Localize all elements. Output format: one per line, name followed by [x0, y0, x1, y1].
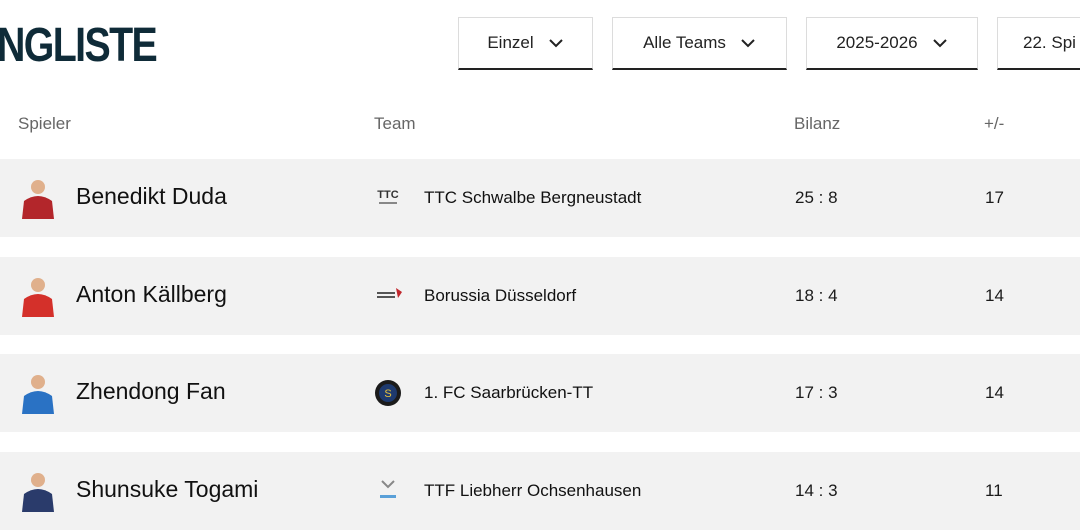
chevron-icon	[741, 39, 755, 48]
table-row[interactable]: Anton Källberg Borussia Düsseldorf 18 : 4 1…	[0, 256, 1080, 335]
record: 14 : 3	[795, 480, 838, 500]
svg-text:TTC: TTC	[377, 189, 398, 201]
record: 17 : 3	[795, 383, 838, 402]
difference: 14	[985, 383, 1004, 402]
player-name[interactable]: Benedikt Duda	[76, 183, 227, 209]
team-logo	[374, 282, 404, 315]
chevron-icon	[548, 39, 563, 48]
table-row[interactable]: Benedikt Duda TTC TTC Schwalbe Bergneustad…	[0, 159, 1080, 237]
chevron-icon	[932, 39, 947, 48]
player-avatar	[18, 372, 58, 419]
player-avatar	[18, 470, 58, 517]
player-avatar	[18, 177, 58, 224]
team-name[interactable]: Borussia Düsseldorf	[424, 285, 577, 305]
team-name[interactable]: 1. FC Saarbrücken-TT	[424, 383, 594, 402]
table-row[interactable]: Zhendong Fan S 1. FC Saarbrücken-TT 17 : 3 1…	[0, 354, 1080, 432]
filter-label: 22. Spi	[1023, 33, 1076, 52]
record: 25 : 8	[795, 188, 838, 207]
column-header: Spieler	[18, 114, 71, 133]
difference: 17	[985, 188, 1004, 207]
page-title: NGLISTE	[0, 19, 158, 72]
svg-text:S: S	[384, 388, 391, 400]
record: 18 : 4	[795, 285, 838, 305]
team-logo	[374, 477, 404, 510]
player-avatar	[18, 275, 58, 322]
team-logo: S	[374, 379, 404, 412]
filter-dropdown[interactable]: Einzel	[458, 17, 593, 70]
filter-dropdown[interactable]: 2025-2026	[806, 17, 978, 70]
column-header: Team	[374, 114, 416, 133]
team-name[interactable]: TTC Schwalbe Bergneustadt	[424, 188, 642, 207]
team-logo: TTC	[374, 184, 404, 217]
filter-label: Alle Teams	[643, 33, 726, 52]
table-row[interactable]: Shunsuke Togami TTF Liebherr Ochsenhausen…	[0, 451, 1080, 530]
filter-dropdown[interactable]: 22. Spi	[997, 17, 1080, 70]
filter-label: Einzel	[487, 33, 534, 52]
player-name[interactable]: Anton Källberg	[76, 280, 227, 307]
filter-dropdown[interactable]: Alle Teams	[612, 17, 787, 70]
player-name[interactable]: Zhendong Fan	[76, 378, 226, 404]
player-name[interactable]: Shunsuke Togami	[76, 475, 259, 502]
difference: 14	[985, 285, 1004, 305]
column-header: Bilanz	[794, 114, 841, 133]
team-name[interactable]: TTF Liebherr Ochsenhausen	[424, 480, 642, 500]
difference: 11	[985, 480, 1003, 500]
column-header: +/-	[984, 114, 1005, 133]
filter-label: 2025-2026	[836, 33, 918, 52]
